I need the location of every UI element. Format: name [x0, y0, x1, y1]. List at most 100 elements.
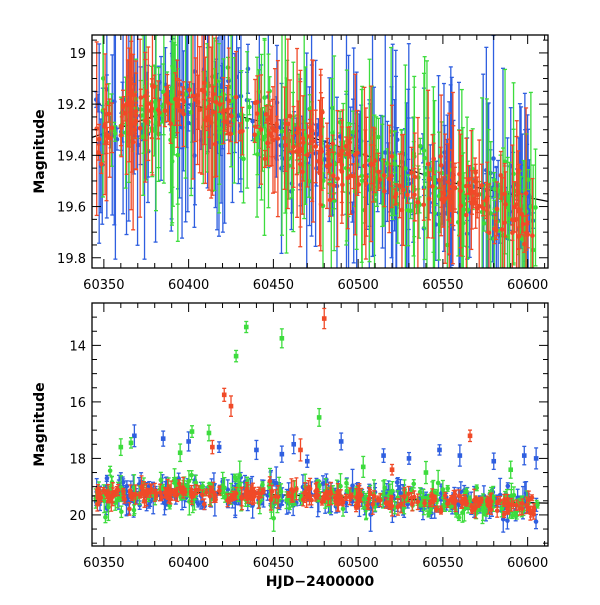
data-point	[99, 162, 104, 167]
data-point	[168, 121, 173, 126]
data-point	[520, 212, 525, 217]
data-point	[229, 114, 234, 119]
data-point	[373, 158, 378, 163]
data-point	[491, 156, 496, 161]
data-point	[126, 101, 131, 106]
data-point	[217, 130, 222, 135]
data-point	[245, 118, 250, 123]
y-tick-label: 19.8	[57, 252, 86, 267]
data-point	[138, 126, 143, 131]
data-point	[139, 95, 144, 100]
data-point	[152, 84, 157, 89]
data-point	[405, 193, 410, 198]
data-point	[516, 208, 521, 213]
data-point	[337, 153, 342, 158]
data-point	[178, 108, 183, 113]
outlier-point	[381, 453, 386, 458]
data-point	[363, 152, 368, 157]
data-point	[495, 207, 500, 212]
data-point	[226, 65, 231, 70]
data-point	[203, 118, 208, 123]
data-point	[369, 162, 374, 167]
data-point	[503, 202, 508, 207]
outlier-point	[161, 436, 166, 441]
data-point	[195, 93, 200, 98]
data-point	[271, 516, 276, 521]
data-point	[418, 144, 423, 149]
data-point	[506, 484, 511, 489]
data-point	[345, 176, 350, 181]
data-point	[250, 119, 255, 124]
outlier-point	[534, 456, 539, 461]
data-point	[479, 183, 484, 188]
data-point	[416, 200, 421, 205]
data-point	[427, 196, 432, 201]
data-point	[146, 101, 151, 106]
data-point	[311, 139, 316, 144]
outlier-point	[458, 453, 463, 458]
data-point	[431, 157, 436, 162]
y-tick-label: 19.2	[57, 98, 86, 113]
data-point	[530, 233, 535, 238]
data-point	[533, 205, 538, 210]
x-tick-label: 60600	[507, 278, 548, 293]
data-point	[390, 154, 395, 159]
data-point	[240, 129, 245, 134]
data-point	[330, 142, 335, 147]
data-point	[259, 127, 264, 132]
data-point	[512, 205, 517, 210]
data-point	[147, 503, 152, 508]
data-point	[412, 192, 417, 197]
outlier-point	[437, 448, 442, 453]
data-point	[310, 128, 315, 133]
data-point	[422, 156, 427, 161]
data-point	[335, 176, 340, 181]
outlier-point	[407, 456, 412, 461]
data-point	[524, 231, 529, 236]
data-point	[531, 248, 536, 253]
data-point	[394, 192, 399, 197]
data-point	[448, 200, 453, 205]
plot-area-top	[92, 0, 548, 369]
data-point	[392, 161, 397, 166]
data-point	[295, 131, 300, 136]
data-point	[105, 134, 110, 139]
data-point	[252, 132, 257, 137]
data-point	[316, 159, 321, 164]
data-point	[266, 117, 271, 122]
plot-area-bottom	[92, 308, 548, 532]
data-point	[107, 111, 112, 116]
data-point	[331, 173, 336, 178]
data-point	[480, 210, 485, 215]
data-point	[196, 100, 201, 105]
data-point	[409, 170, 414, 175]
data-point	[395, 480, 400, 485]
data-point	[253, 101, 258, 106]
data-point	[351, 174, 356, 179]
data-point	[128, 92, 133, 97]
data-point	[516, 168, 521, 173]
data-point	[283, 143, 288, 148]
data-point	[282, 136, 287, 141]
data-point	[500, 227, 505, 232]
data-point	[134, 113, 139, 118]
data-point	[265, 141, 270, 146]
outlier-point	[280, 452, 285, 457]
data-point	[421, 202, 426, 207]
data-point	[355, 151, 360, 156]
data-point	[263, 157, 268, 162]
data-point	[211, 92, 216, 97]
data-point	[233, 475, 238, 480]
outlier-point	[339, 439, 344, 444]
data-point	[325, 164, 330, 169]
data-point	[113, 131, 118, 136]
data-point	[437, 178, 442, 183]
data-point	[187, 87, 192, 92]
data-point	[364, 181, 369, 186]
x-tick-label: 60550	[422, 278, 463, 293]
outlier-point	[522, 453, 527, 458]
outlier-point	[291, 442, 296, 447]
outlier-point	[254, 448, 259, 453]
